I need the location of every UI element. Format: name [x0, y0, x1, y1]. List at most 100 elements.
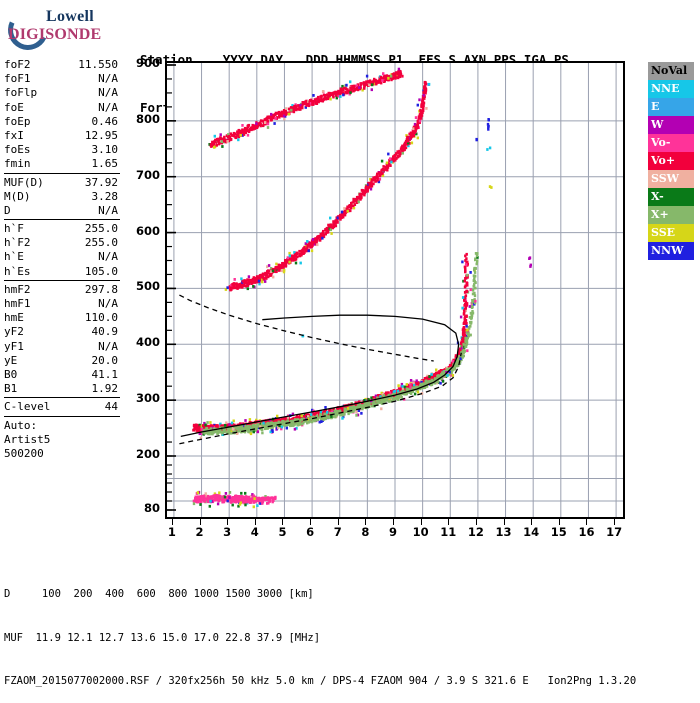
echo-point: [366, 188, 369, 192]
echo-point: [395, 71, 398, 74]
echo-point: [398, 154, 401, 158]
ionogram-plot-area[interactable]: [165, 61, 625, 519]
legend-item-vo-[interactable]: Vo-: [648, 134, 694, 152]
param-row: fmin 1.65: [0, 157, 124, 171]
legend-item-nnw[interactable]: NNW: [648, 242, 694, 260]
echo-point-speckle: [264, 121, 267, 124]
echo-point: [242, 428, 245, 431]
echo-point: [319, 415, 322, 418]
echo-point: [236, 133, 239, 137]
footer-file-row: FZAOM_2015077002000.RSF / 320fx256h 50 k…: [4, 675, 637, 687]
echo-point: [372, 182, 375, 186]
echo-point: [241, 496, 244, 499]
echo-point-speckle: [213, 134, 216, 138]
echo-point-speckle: [461, 306, 464, 310]
echo-point: [319, 236, 323, 240]
legend-item-noval[interactable]: NoVal: [648, 62, 694, 80]
echo-point: [488, 146, 492, 150]
echo-point: [306, 246, 309, 250]
echo-point: [201, 497, 204, 501]
echo-point-speckle: [261, 500, 265, 504]
echo-point: [325, 413, 328, 416]
echo-point: [273, 113, 277, 117]
echo-point: [231, 423, 235, 426]
lower-dashed-curve: [179, 352, 462, 445]
legend-item-w[interactable]: W: [648, 116, 694, 134]
echo-point: [292, 110, 296, 114]
echo-point: [223, 135, 226, 139]
x-tick-label: 8: [361, 525, 370, 539]
echo-point: [209, 427, 212, 431]
echo-point: [215, 429, 219, 433]
echo-point: [352, 197, 355, 201]
echo-point-speckle: [311, 408, 314, 412]
echo-point-speckle: [416, 103, 419, 107]
legend-item-vo-[interactable]: Vo+: [648, 152, 694, 170]
echo-point: [456, 361, 459, 364]
echo-point-speckle: [218, 491, 221, 495]
echo-point: [247, 282, 251, 286]
legend-item-x-[interactable]: X-: [648, 188, 694, 206]
param-key: h`E: [4, 250, 24, 264]
echo-point: [331, 92, 335, 96]
echo-point-speckle: [240, 491, 243, 495]
legend-item-nne[interactable]: NNE: [648, 80, 694, 98]
echo-point: [346, 205, 349, 209]
echo-point: [472, 274, 476, 278]
echo-point-speckle: [374, 394, 378, 398]
echo-point: [406, 135, 409, 139]
echo-point-speckle: [337, 94, 340, 98]
legend-item-ssw[interactable]: SSW: [648, 170, 694, 188]
echo-point-speckle: [247, 275, 251, 279]
echo-point: [336, 90, 339, 94]
echo-point: [261, 502, 264, 505]
echo-point: [457, 364, 460, 367]
echo-point-speckle: [439, 381, 442, 385]
x-tick-label: 13: [495, 525, 512, 539]
echo-point: [275, 418, 279, 422]
echo-point: [218, 430, 221, 434]
echo-point: [390, 399, 393, 403]
echo-point: [255, 280, 258, 284]
echo-point: [255, 427, 258, 430]
echo-point-speckle: [324, 417, 327, 421]
echo-point: [461, 331, 465, 335]
echo-point: [465, 342, 469, 345]
echo-point: [310, 415, 314, 419]
echo-point: [459, 355, 462, 359]
echo-point: [460, 341, 464, 345]
echo-point-speckle: [196, 491, 200, 494]
plot-gridlines: [167, 63, 623, 517]
echo-point: [395, 157, 398, 160]
echo-point: [371, 81, 375, 84]
echo-point-speckle: [329, 97, 332, 101]
echo-point-speckle: [257, 279, 261, 283]
legend-item-x-[interactable]: X+: [648, 206, 694, 224]
echo-point: [230, 501, 233, 504]
echo-point: [299, 418, 303, 422]
echo-point-speckle: [253, 497, 256, 500]
echo-point: [426, 376, 429, 380]
echo-point: [339, 87, 343, 91]
echo-point: [201, 424, 205, 427]
echo-point-speckle: [230, 421, 234, 425]
echo-point-speckle: [346, 406, 350, 410]
echo-point: [340, 412, 343, 416]
echo-point: [261, 428, 264, 432]
echo-point: [212, 494, 216, 498]
echo-point: [449, 369, 453, 373]
echo-point: [259, 119, 263, 123]
echo-point: [269, 496, 272, 500]
echo-point: [465, 281, 469, 285]
param-row: h`F2 255.0: [0, 236, 124, 250]
param-row: foEp 0.46: [0, 115, 124, 129]
echo-point-speckle: [465, 324, 468, 328]
echo-point-speckle: [226, 499, 229, 503]
legend-item-e[interactable]: E: [648, 98, 694, 116]
param-row: D N/A: [0, 204, 124, 218]
echo-point: [239, 131, 242, 135]
echo-point: [379, 173, 382, 176]
legend-item-sse[interactable]: SSE: [648, 224, 694, 242]
echo-point: [390, 389, 394, 393]
echo-point: [356, 86, 359, 90]
